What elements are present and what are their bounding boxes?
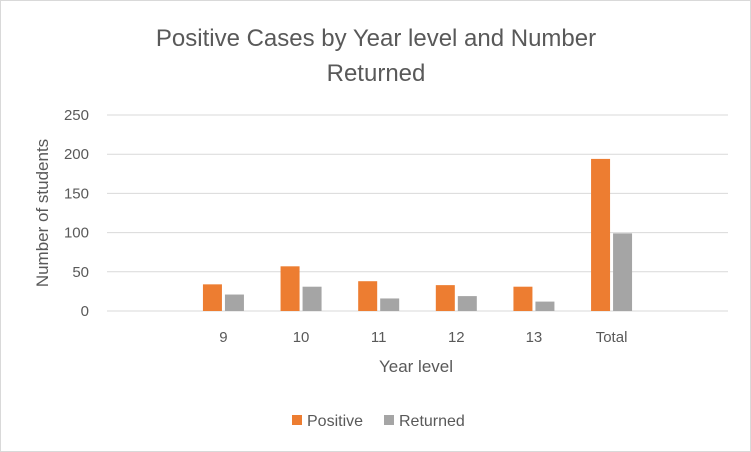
x-tick-label: 10	[293, 329, 310, 346]
bar-returned-12	[457, 296, 477, 311]
x-axis-ticks: 9 10 11 12 13 Total	[219, 329, 627, 346]
bar-returned-10	[302, 286, 322, 311]
y-tick-label: 200	[64, 146, 89, 163]
chart-title: Positive Cases by Year level and Number …	[156, 25, 596, 87]
legend-swatch-positive	[292, 415, 302, 425]
bar-returned-11	[380, 298, 400, 311]
chart-title-line-2: Returned	[327, 60, 426, 87]
bar-positive-10	[280, 266, 300, 311]
legend-label-positive: Positive	[307, 413, 363, 430]
y-tick-label: 100	[64, 225, 89, 242]
bars	[202, 158, 633, 311]
y-tick-label: 150	[64, 185, 89, 202]
y-tick-label: 250	[64, 107, 89, 124]
bar-positive-11	[358, 281, 378, 311]
bar-positive-total	[591, 158, 611, 311]
bar-positive-13	[513, 286, 533, 311]
legend-swatch-returned	[384, 415, 394, 425]
bar-returned-total	[613, 233, 633, 311]
x-axis-label: Year level	[379, 357, 453, 376]
y-tick-label: 0	[81, 303, 89, 320]
legend-label-returned: Returned	[399, 413, 465, 430]
x-tick-label: 13	[526, 329, 543, 346]
bar-positive-9	[202, 284, 222, 311]
bar-positive-12	[435, 285, 455, 311]
x-tick-label: 11	[371, 329, 387, 346]
gridlines	[107, 114, 728, 312]
bar-returned-9	[224, 294, 244, 311]
x-tick-label: 12	[448, 329, 465, 346]
y-tick-label: 50	[72, 264, 89, 281]
y-axis-label: Number of students	[33, 139, 52, 287]
x-tick-label: Total	[596, 329, 628, 346]
chart-title-line-1: Positive Cases by Year level and Number	[156, 25, 596, 52]
y-axis-ticks: 0 50 100 150 200 250	[64, 107, 89, 320]
x-tick-label: 9	[219, 329, 227, 346]
bar-returned-13	[535, 301, 555, 311]
legend: Positive Returned	[292, 413, 465, 430]
